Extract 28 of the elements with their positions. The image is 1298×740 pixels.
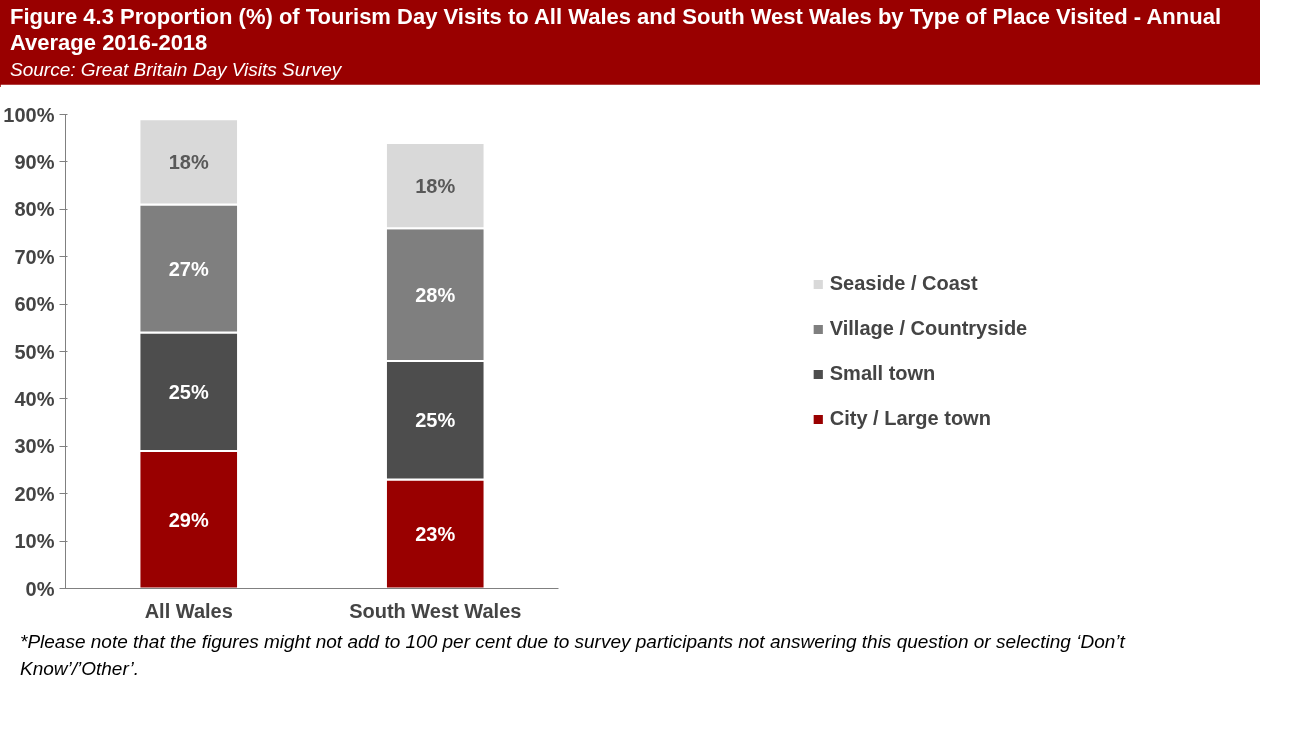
- y-tick-label: 40%: [14, 387, 55, 410]
- data-label: 18%: [415, 174, 456, 197]
- data-label: 18%: [168, 150, 209, 173]
- y-tick-label: 0%: [25, 577, 55, 600]
- data-label: 25%: [168, 380, 209, 403]
- y-tick-label: 20%: [14, 482, 55, 505]
- legend-label: Small town: [829, 362, 936, 385]
- y-tick-label: 60%: [14, 293, 55, 316]
- x-tick-label: All Wales: [144, 599, 233, 622]
- data-label: 28%: [415, 283, 456, 306]
- legend-label: Seaside / Coast: [829, 272, 978, 295]
- data-label: 27%: [168, 257, 209, 280]
- y-tick-label: 80%: [14, 198, 55, 221]
- y-tick-label: 10%: [14, 530, 55, 553]
- legend-label: Village / Countryside: [829, 317, 1028, 340]
- y-tick-label: 70%: [14, 245, 55, 268]
- y-tick-label: 100%: [3, 103, 55, 126]
- text: *Please note that the figures might not add to 100 per cent due to survey participants not answering this question or selecting ‘Don’t Know’/’Other’.: [20, 630, 1127, 682]
- data-label: 23%: [415, 522, 456, 545]
- legend-label: City / Large town: [829, 407, 991, 430]
- data-label: 29%: [168, 508, 209, 531]
- y-tick-label: 50%: [14, 340, 55, 363]
- y-tick-label: 30%: [14, 435, 55, 458]
- chart-subtitle: Source: Great Britain Day Visits Survey: [10, 58, 343, 82]
- x-tick-label: South West Wales: [349, 599, 522, 622]
- data-label: 25%: [415, 409, 456, 432]
- text: Figure 4.3 Proportion (%) of Tourism Day Visits to All Wales and South West Wales by Type of Place Visited - Annual Average 2016-2018: [10, 4, 1222, 56]
- y-tick-label: 90%: [14, 150, 55, 173]
